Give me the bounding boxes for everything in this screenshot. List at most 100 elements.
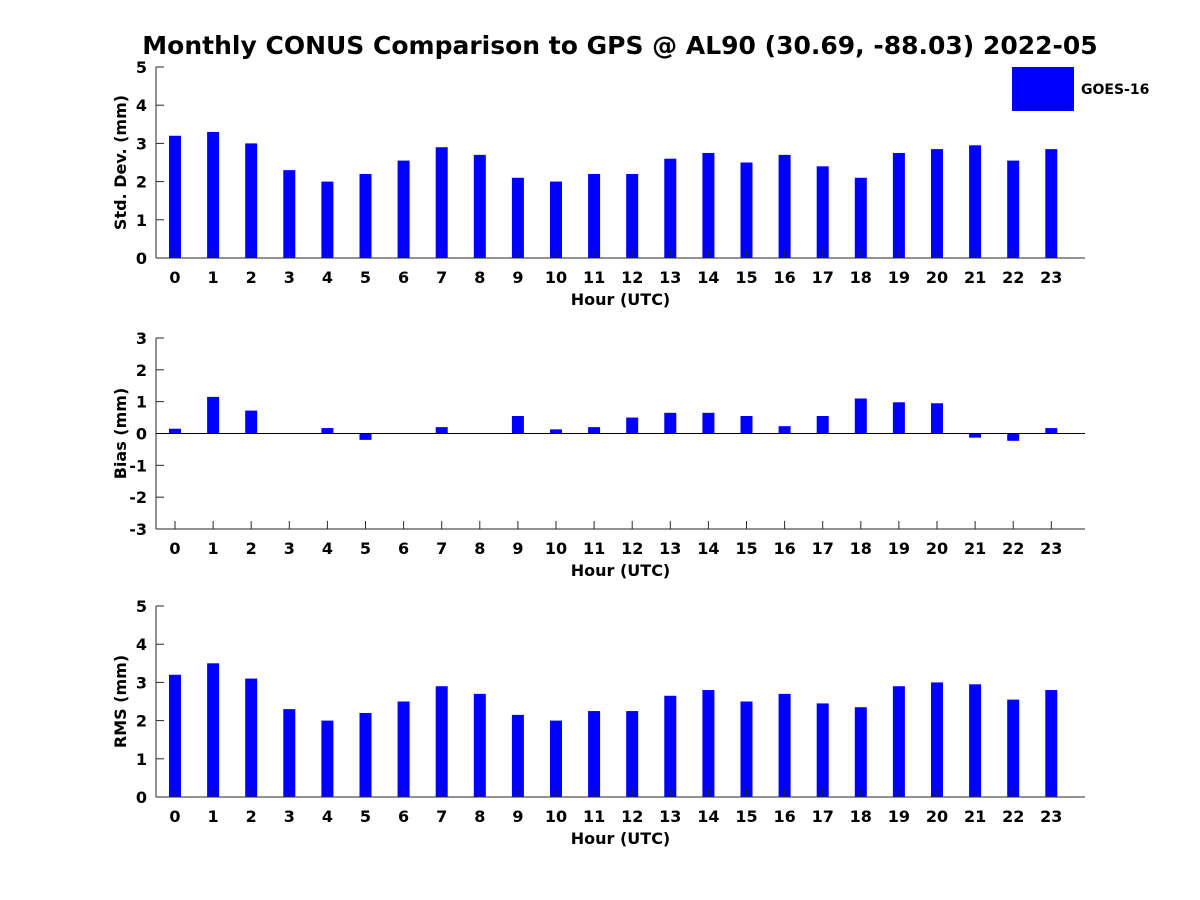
bar-hour-18 [854,177,867,258]
bar-hour-17 [816,415,829,434]
y-axis-label: Bias (mm) [111,388,130,480]
x-tick-label: 0 [169,807,180,826]
bar-hour-1 [207,396,220,434]
x-tick-label: 19 [888,268,910,287]
bar-hour-19 [892,402,905,434]
x-tick-label: 4 [322,268,333,287]
bar-hour-16 [778,154,791,258]
x-tick-label: 4 [322,539,333,558]
bar-hour-14 [702,412,715,434]
y-tick-label: 0 [136,249,147,268]
bar-hour-2 [245,143,258,258]
x-tick-label: 4 [322,807,333,826]
bar-hour-3 [283,170,296,258]
bar-hour-21 [969,145,982,258]
x-tick-label: 18 [850,268,872,287]
x-axis-label: Hour (UTC) [571,829,671,848]
x-tick-label: 2 [246,539,257,558]
bar-hour-2 [245,410,258,434]
x-tick-label: 22 [1002,539,1024,558]
bar-hour-22 [1007,699,1020,797]
x-tick-label: 7 [436,807,447,826]
y-tick-label: 1 [136,750,147,769]
x-tick-label: 10 [545,268,567,287]
x-tick-label: 21 [964,268,986,287]
bar-hour-14 [702,152,715,258]
x-tick-label: 23 [1040,268,1062,287]
y-axis-label: RMS (mm) [111,655,130,748]
x-axis-label: Hour (UTC) [571,290,671,309]
x-tick-label: 17 [812,268,834,287]
x-tick-label: 1 [208,539,219,558]
bar-hour-7 [435,427,448,434]
x-tick-label: 20 [926,539,948,558]
bar-hour-5 [359,433,372,440]
y-axis-label: Std. Dev. (mm) [111,95,130,230]
bar-hour-22 [1007,433,1020,441]
x-tick-label: 11 [583,807,605,826]
bar-hour-13 [664,695,677,797]
x-tick-label: 12 [621,807,643,826]
y-tick-label: 0 [136,788,147,807]
x-tick-label: 12 [621,539,643,558]
x-tick-label: 3 [284,539,295,558]
x-tick-label: 13 [659,539,681,558]
y-tick-label: 2 [136,712,147,731]
x-tick-label: 9 [512,539,523,558]
x-tick-label: 5 [360,268,371,287]
y-tick-label: 3 [136,673,147,692]
x-tick-label: 15 [735,268,757,287]
bar-hour-0 [169,674,181,797]
bar-hour-2 [245,678,258,797]
bar-hour-14 [702,690,715,797]
bar-hour-10 [550,429,562,434]
legend-swatch [1012,67,1074,111]
bar-hour-7 [435,686,448,797]
x-tick-label: 18 [850,807,872,826]
y-tick-label: 2 [136,173,147,192]
bar-hour-15 [740,162,753,258]
x-tick-label: 20 [926,807,948,826]
x-tick-label: 8 [474,539,485,558]
bar-hour-1 [207,131,220,258]
x-tick-label: 11 [583,268,605,287]
x-tick-label: 3 [284,268,295,287]
bar-hour-16 [778,693,791,797]
x-tick-label: 15 [735,807,757,826]
y-tick-label: 3 [136,329,147,348]
bar-hour-19 [892,686,905,797]
x-tick-label: 23 [1040,539,1062,558]
bar-hour-16 [778,426,791,434]
legend: GOES-16 [1012,67,1149,111]
bar-hour-19 [892,152,905,258]
x-tick-label: 5 [360,539,371,558]
bar-hour-6 [397,701,410,797]
x-tick-label: 17 [812,539,834,558]
x-tick-label: 22 [1002,268,1024,287]
bar-hour-9 [511,714,524,797]
bar-hour-5 [359,173,372,258]
y-tick-label: -1 [129,456,147,475]
x-tick-label: 8 [474,807,485,826]
x-tick-label: 11 [583,539,605,558]
x-tick-label: 14 [697,539,719,558]
x-tick-label: 14 [697,807,719,826]
x-tick-label: 14 [697,268,719,287]
x-tick-label: 16 [773,268,795,287]
chart-title: Monthly CONUS Comparison to GPS @ AL90 (… [142,31,1097,60]
x-tick-label: 8 [474,268,485,287]
x-tick-label: 20 [926,268,948,287]
y-tick-label: -2 [129,488,147,507]
bar-hour-1 [207,663,220,797]
x-tick-label: 17 [812,807,834,826]
x-tick-label: 9 [512,268,523,287]
bar-hour-23 [1045,690,1058,797]
bar-hour-12 [626,711,639,797]
bar-hour-13 [664,158,677,258]
bar-hour-9 [511,177,524,258]
y-tick-label: 1 [136,393,147,412]
bar-hour-23 [1045,428,1058,434]
x-tick-label: 0 [169,268,180,287]
